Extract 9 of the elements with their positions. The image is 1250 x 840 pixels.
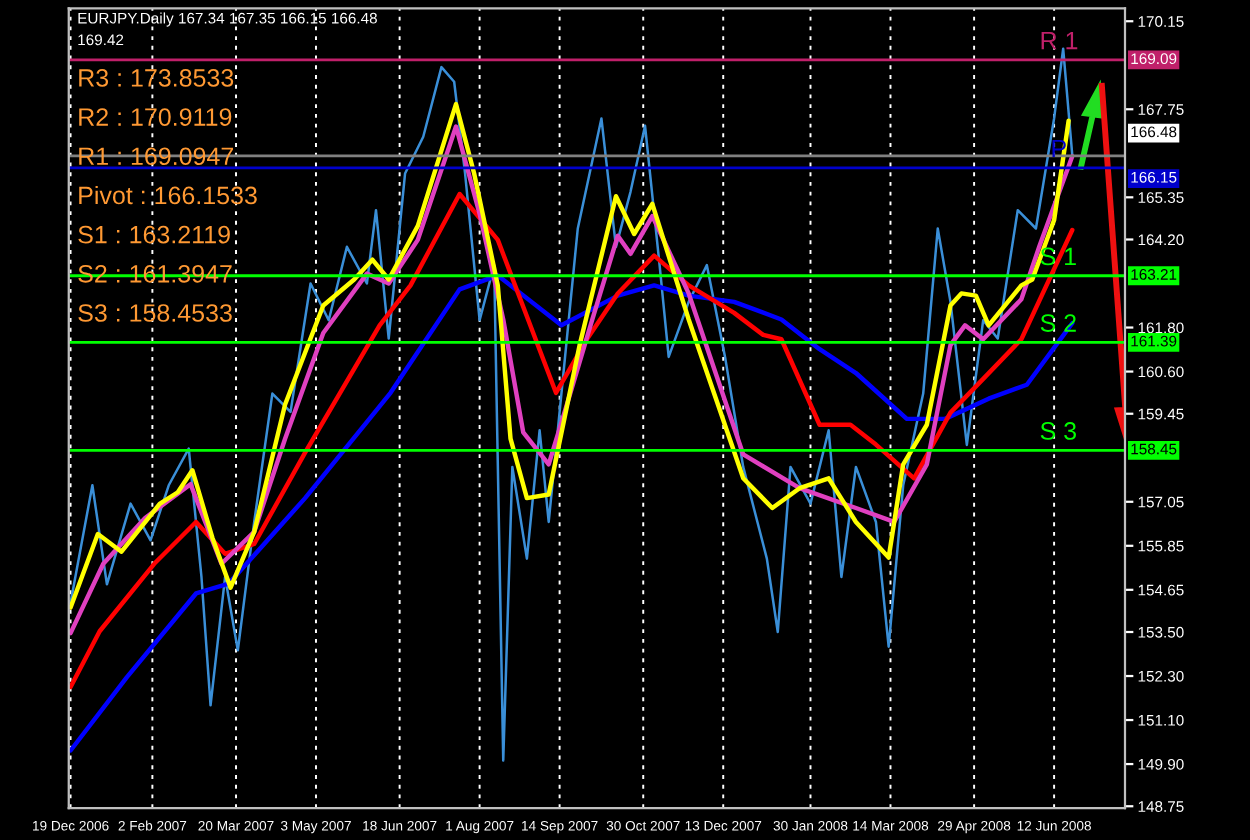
annotation: R2 : 170.9119 [79,108,232,126]
annotation: R 1 [1041,32,1078,50]
annotation: Pivot : 166.1533 [79,185,257,205]
line-series [69,47,1074,762]
annotation: R1 : 169.0947 [79,147,234,166]
annotation: S1 : 163.2119 [78,225,230,244]
annotation: R3 : 173.8533 [79,69,234,87]
annotation: S3 : 158.4533 [78,304,232,322]
annotation: S 3 [1040,422,1076,440]
